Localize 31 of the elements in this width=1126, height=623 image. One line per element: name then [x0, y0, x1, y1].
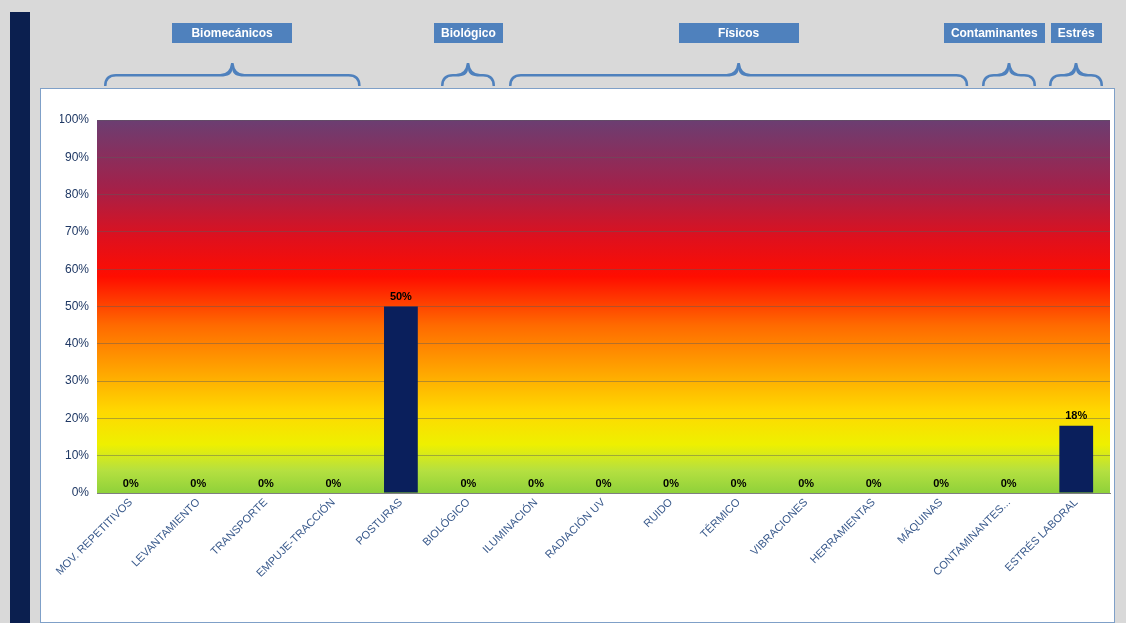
- data-label: 0%: [190, 476, 207, 489]
- data-label: 0%: [798, 476, 815, 489]
- data-label: 0%: [865, 476, 882, 489]
- data-label: 0%: [460, 476, 477, 489]
- data-label: 0%: [730, 476, 747, 489]
- y-tick-label: 100%: [58, 112, 90, 127]
- data-label: 0%: [122, 476, 139, 489]
- text: Biomecánicos: [172, 23, 293, 43]
- y-tick-label: 90%: [64, 149, 90, 164]
- data-label: 0%: [528, 476, 545, 489]
- y-tick-label: 10%: [64, 448, 90, 463]
- y-tick-label: 20%: [64, 410, 90, 425]
- data-label: 0%: [325, 476, 342, 489]
- y-tick-label: 70%: [64, 224, 90, 239]
- text: Biológico: [433, 23, 503, 43]
- data-label: 50%: [389, 290, 413, 303]
- text: Estrés: [1050, 23, 1102, 43]
- data-label: 0%: [257, 476, 274, 489]
- y-tick-label: 60%: [64, 261, 90, 276]
- text: Físicos: [678, 23, 799, 43]
- data-label: 0%: [1000, 476, 1017, 489]
- data-label: 0%: [663, 476, 680, 489]
- y-tick-label: 80%: [64, 186, 90, 201]
- y-tick-label: 0%: [71, 485, 90, 500]
- data-label: 0%: [595, 476, 612, 489]
- data-label: 0%: [933, 476, 950, 489]
- y-tick-label: 50%: [64, 298, 90, 313]
- y-tick-label: 40%: [64, 336, 90, 351]
- data-label: 18%: [1065, 409, 1088, 422]
- text: Contaminantes: [943, 23, 1045, 43]
- y-tick-label: 30%: [64, 373, 90, 388]
